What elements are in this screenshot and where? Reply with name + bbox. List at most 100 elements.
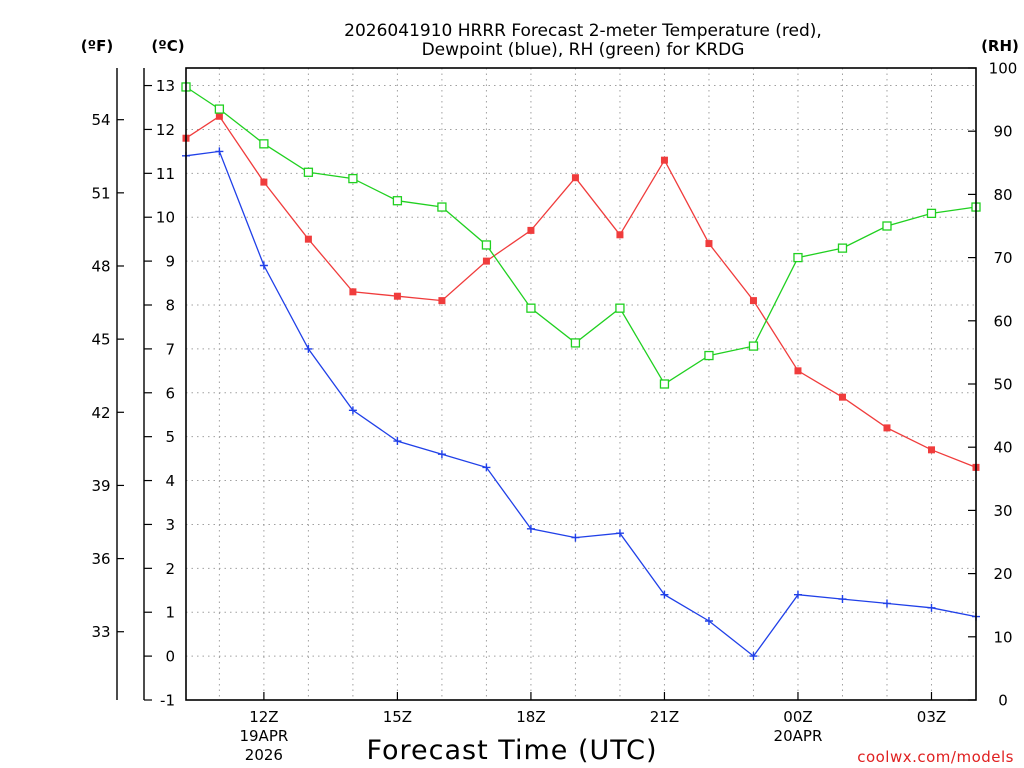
dewpoint-line xyxy=(185,150,977,658)
dewpoint-point xyxy=(793,590,802,599)
temperature-point xyxy=(838,393,846,401)
temperature-point xyxy=(215,112,223,120)
unit-fahrenheit: (ºF) xyxy=(81,37,113,55)
rh-tick-label: 20 xyxy=(993,565,1012,583)
rh-point xyxy=(437,202,447,212)
celsius-tick-label: 12 xyxy=(156,121,175,139)
rh-point xyxy=(793,252,803,263)
rh-tick-label: 90 xyxy=(993,123,1012,141)
temperature-point xyxy=(349,288,357,296)
temperature-point xyxy=(705,240,713,248)
gridlines xyxy=(186,68,976,700)
credit-label: coolwx.com/models xyxy=(857,748,1014,766)
x-date-label: 20APR xyxy=(774,727,823,745)
dewpoint-point xyxy=(526,524,535,533)
celsius-tick-label: 8 xyxy=(165,297,175,315)
dewpoint-point xyxy=(838,595,847,604)
temperature-point xyxy=(527,226,535,234)
rh-point xyxy=(659,379,670,389)
rh-point xyxy=(303,167,314,177)
x-axis-label: Forecast Time (UTC) xyxy=(366,735,657,766)
x-tick-label: 18Z xyxy=(516,708,545,726)
dewpoint-point xyxy=(660,590,669,599)
temperature-point xyxy=(438,297,446,305)
temperature-point xyxy=(927,446,935,454)
rh-tick-label: 80 xyxy=(993,186,1012,204)
celsius-tick-label: 2 xyxy=(165,560,175,578)
celsius-tick-label: 0 xyxy=(165,648,175,666)
chart-title-line2: Dewpoint (blue), RH (green) for KRDG xyxy=(422,40,745,60)
celsius-tick-label: -1 xyxy=(160,692,175,710)
unit-celsius: (ºC) xyxy=(151,37,184,55)
rh-tick-label: 30 xyxy=(993,502,1012,520)
rh-tick-label: 100 xyxy=(989,60,1018,78)
x-tick-label: 21Z xyxy=(650,708,679,726)
temperature-point xyxy=(571,174,579,182)
unit-rh: (RH) xyxy=(981,37,1019,55)
dewpoint-point xyxy=(304,344,313,353)
x-tick-label: 15Z xyxy=(383,708,412,726)
celsius-tick-label: 4 xyxy=(165,472,175,490)
rh-point xyxy=(214,104,225,114)
dewpoint-point xyxy=(437,450,446,459)
rh-point xyxy=(526,303,536,313)
x-tick-label: 03Z xyxy=(917,708,946,726)
rh-tick-label: 50 xyxy=(993,376,1012,394)
rh-point xyxy=(615,303,625,313)
rh-line xyxy=(185,86,977,385)
rh-point xyxy=(392,196,403,206)
celsius-tick-label: 10 xyxy=(156,209,175,227)
rh-point xyxy=(748,341,759,351)
rh-tick-label: 10 xyxy=(993,628,1012,646)
celsius-tick-label: 9 xyxy=(165,253,175,271)
temperature-point xyxy=(749,297,757,305)
celsius-tick-label: 5 xyxy=(165,428,175,446)
dewpoint-point xyxy=(615,529,624,538)
fahrenheit-tick-label: 54 xyxy=(91,111,110,129)
rh-tick-label: 70 xyxy=(993,249,1012,267)
rh-point xyxy=(882,221,892,231)
celsius-tick-label: 1 xyxy=(165,604,175,622)
fahrenheit-tick-label: 48 xyxy=(91,257,110,275)
dewpoint-point xyxy=(259,261,268,270)
x-tick-label: 00Z xyxy=(783,708,812,726)
fahrenheit-tick-label: 36 xyxy=(91,550,110,568)
fahrenheit-tick-label: 39 xyxy=(91,477,110,495)
x-date-label: 19APR xyxy=(239,727,288,745)
dewpoint-point xyxy=(571,533,580,542)
temperature-point xyxy=(482,257,490,265)
celsius-tick-label: 13 xyxy=(156,77,175,95)
rh-tick-label: 60 xyxy=(993,312,1012,330)
celsius-tick-label: 11 xyxy=(156,165,175,183)
dewpoint-point xyxy=(749,652,758,661)
dewpoint-point xyxy=(215,147,224,156)
temperature-point xyxy=(883,424,891,432)
dewpoint-point xyxy=(882,599,891,608)
series-layer xyxy=(181,82,981,661)
celsius-tick-label: 7 xyxy=(165,340,175,358)
axes-layer: -101234567891011121333363942454851540102… xyxy=(91,60,1017,765)
rh-point xyxy=(704,350,714,361)
temperature-point xyxy=(304,235,312,243)
temperature-point xyxy=(616,231,624,239)
dewpoint-point xyxy=(482,463,491,472)
rh-point xyxy=(348,173,358,184)
dewpoint-point xyxy=(704,617,713,625)
rh-tick-label: 0 xyxy=(998,692,1008,710)
rh-point xyxy=(837,243,848,253)
celsius-tick-label: 6 xyxy=(165,384,175,402)
x-year-label: 2026 xyxy=(245,746,283,764)
temperature-point xyxy=(660,156,668,164)
dewpoint-point xyxy=(393,437,402,446)
rh-point xyxy=(926,208,937,219)
dewpoint-point xyxy=(348,406,357,415)
chart-title-line1: 2026041910 HRRR Forecast 2-meter Tempera… xyxy=(344,21,822,41)
fahrenheit-tick-label: 42 xyxy=(91,404,110,422)
fahrenheit-tick-label: 33 xyxy=(91,623,110,641)
rh-tick-label: 40 xyxy=(993,439,1012,457)
rh-point xyxy=(481,240,492,250)
plot-frame xyxy=(185,67,977,701)
rh-point xyxy=(570,338,581,348)
celsius-tick-label: 3 xyxy=(165,516,175,534)
